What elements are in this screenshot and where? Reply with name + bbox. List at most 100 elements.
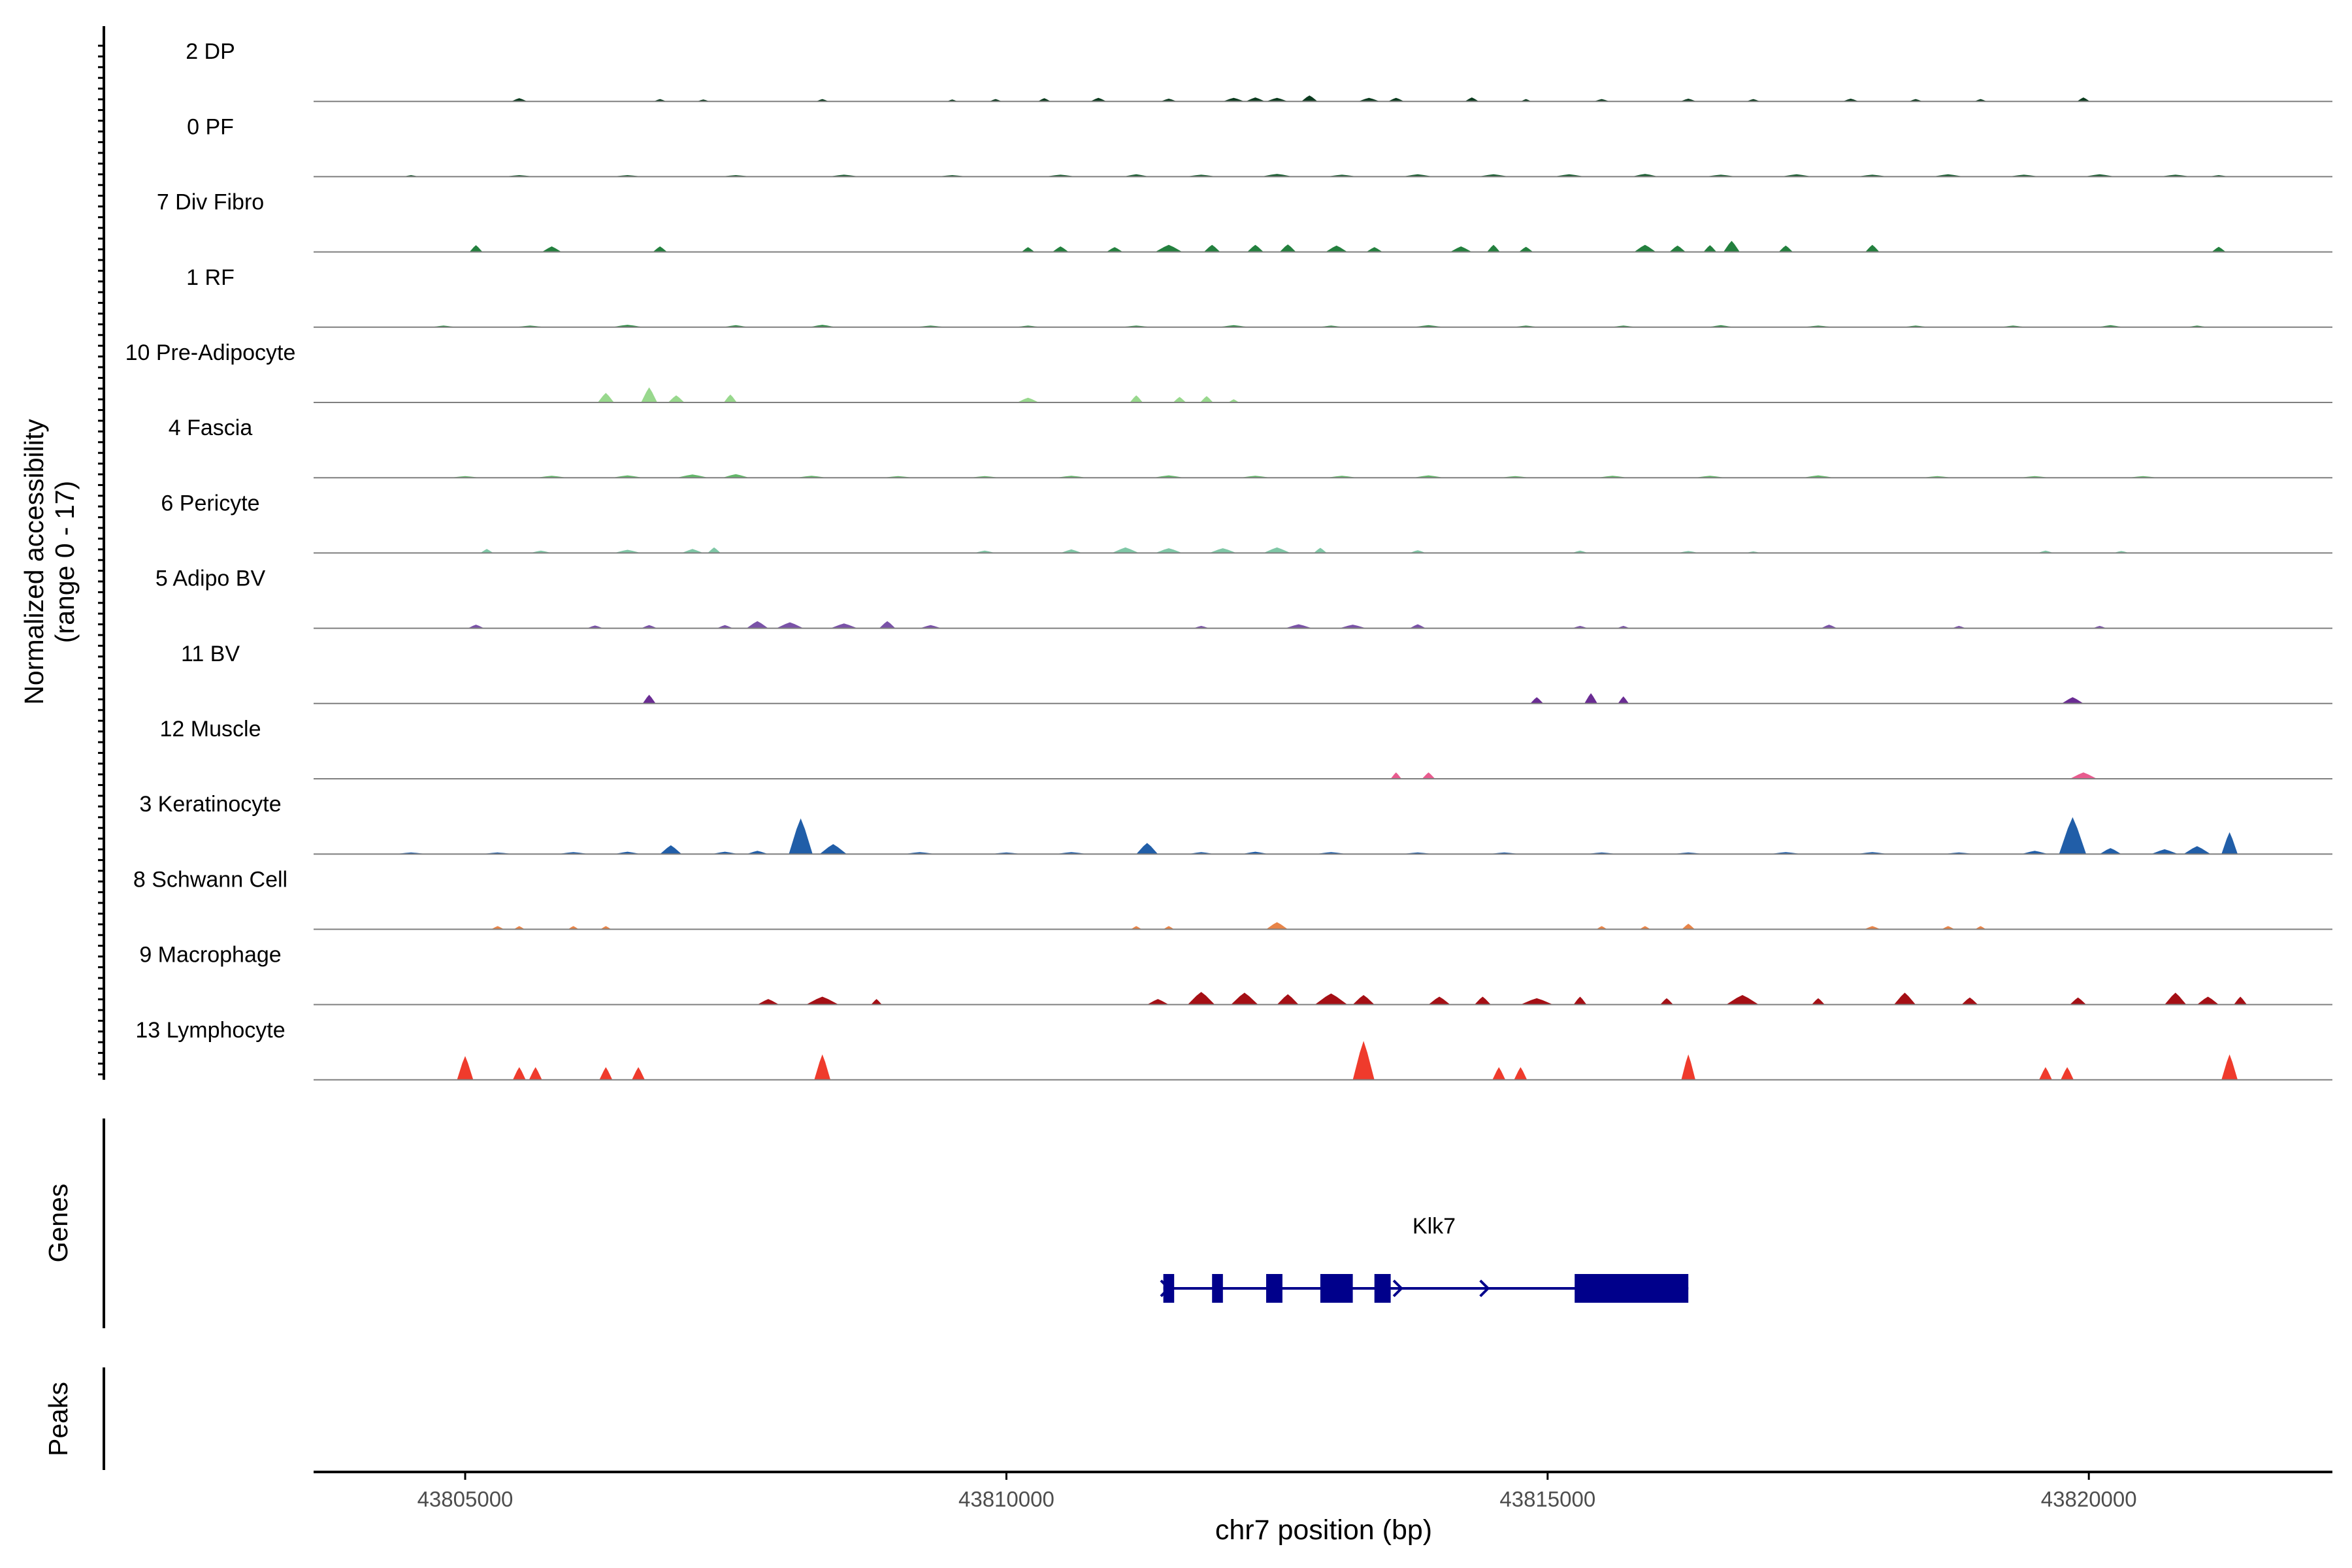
track-5-peak-9 [1228,399,1239,402]
track-11-peak-29 [2221,832,2238,855]
track-13: 9 Macrophage [139,943,2332,1005]
track-11-peak-27 [2151,849,2178,855]
track-11-peak-28 [2183,846,2211,855]
track-11-peak-8 [789,818,813,855]
track-7-peak-5 [708,547,721,553]
track-8-peak-9 [919,625,941,629]
track-12-peak-10 [1682,923,1695,930]
track-1-peak-1 [511,98,528,102]
track-14: 13 Lymphocyte [135,1018,2332,1081]
track-13-peak-10 [1428,996,1450,1005]
track-5-peak-4 [723,394,737,402]
track-13-peak-9 [1352,995,1375,1005]
track-3-peak-21 [1865,244,1880,252]
track-1-peak-24 [2077,97,2090,102]
track-12-peak-11 [1864,926,1881,930]
track-2-peak-10 [1260,174,1294,177]
y-axis-label-line-2: (range 0 - 17) [50,481,80,643]
track-8-peak-11 [1285,624,1313,629]
track-7-peak-8 [1111,547,1139,553]
track-5: 10 Pre-Adipocyte [125,340,2332,403]
track-12-peak-3 [568,926,579,930]
track-label: 7 Div Fibro [157,190,264,215]
x-tick-label: 43820000 [2041,1487,2137,1511]
track-3-peak-11 [1326,245,1348,252]
track-7-peak-12 [1313,547,1327,553]
track-13-peak-20 [2164,992,2187,1005]
track-14-peak-10 [1681,1054,1695,1080]
track-14-peak-5 [632,1067,645,1080]
track-10-peak-1 [1390,772,1402,779]
track-label: 0 PF [187,114,234,139]
track-1-peak-7 [1037,98,1051,102]
track-8: 5 Adipo BV [155,566,2332,629]
track-14-peak-1 [457,1056,474,1080]
track-10-peak-2 [1422,772,1435,779]
track-10: 12 Muscle [160,717,2332,779]
track-3-peak-2 [542,246,562,252]
gene-strand-arrow-1 [1160,1279,1171,1298]
track-label: 11 BV [181,642,240,666]
track-8-peak-6 [776,622,804,629]
track-3-peak-8 [1203,244,1220,252]
gene-exon-2 [1212,1274,1223,1303]
track-7: 6 Pericyte [161,491,2332,554]
track-13-peak-15 [1726,995,1759,1005]
track-13-peak-17 [1894,992,1916,1005]
track-13-peak-21 [2197,996,2219,1005]
track-13-peak-2 [806,996,839,1005]
track-1-peak-11 [1245,97,1266,102]
peaks-panel-label: Peaks [43,1382,73,1456]
track-2-peak-15 [1631,174,1659,177]
track-14-peak-2 [512,1067,526,1080]
track-1-peak-8 [1090,97,1107,102]
track-10-peak-3 [2070,772,2097,779]
track-2: 0 PF [187,114,2332,178]
track-11-peak-24 [2021,851,2049,855]
track-label: 1 RF [186,265,235,290]
track-7-peak-10 [1209,548,1237,553]
track-11-peak-9 [819,844,847,855]
track-13-peak-6 [1231,992,1258,1005]
x-tick-label: 43810000 [958,1487,1054,1511]
coverage-tracks: 2 DP 0 PF 7 Div Fibro 1 RF 10 Pre-Adipocyte 4… [125,39,2332,1081]
track-7-peak-4 [681,549,704,553]
track-8-peak-2 [587,625,604,629]
gene-strand-arrow-2 [1392,1279,1403,1298]
track-4: 1 RF [186,265,2332,328]
track-12-peak-4 [600,926,612,930]
track-11-peak-25 [2059,817,2087,855]
track-1-peak-12 [1266,97,1288,102]
track-3-peak-14 [1487,244,1500,252]
track-label: 5 Adipo BV [155,566,266,591]
track-13-peak-5 [1187,992,1215,1005]
track-14-peak-9 [1514,1067,1527,1080]
track-3-peak-17 [1669,245,1686,252]
track-3-peak-15 [1518,246,1533,252]
track-12-peak-2 [514,926,525,930]
track-12-peak-7 [1266,922,1288,930]
track-7-peak-1 [480,549,493,553]
x-axis-ticks: 43805000 43810000 43815000 43820000 [417,1472,2137,1511]
track-12-peak-5 [1130,926,1142,930]
track-14-peak-3 [529,1067,542,1080]
track-12: 8 Schwann Cell [133,867,2332,930]
coverage-y-axis [98,26,105,1080]
x-axis-title: chr7 position (bp) [1215,1514,1432,1546]
track-label: 10 Pre-Adipocyte [125,340,296,365]
track-9-peak-2 [1530,697,1544,704]
track-3-peak-3 [653,246,667,252]
track-label: 12 Muscle [160,717,261,742]
track-13-peak-16 [1812,998,1825,1005]
track-12-peak-6 [1163,926,1175,930]
track-9: 11 BV [181,642,2332,704]
track-13-peak-13 [1573,996,1587,1005]
track-6-peak-5 [722,474,749,478]
track-11-peak-7 [746,851,768,855]
track-7-peak-3 [613,549,642,553]
track-3-peak-16 [1634,244,1656,252]
track-3-peak-7 [1155,244,1183,252]
gene-panel: Genes Klk7 [43,1119,1689,1328]
track-5-peak-8 [1200,396,1213,402]
